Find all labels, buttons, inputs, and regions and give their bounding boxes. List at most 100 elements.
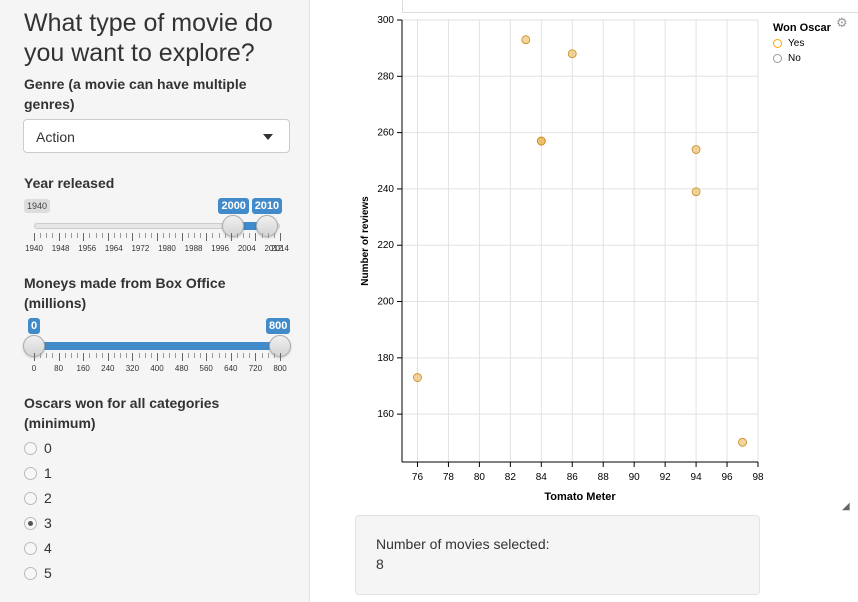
boxoffice-tick xyxy=(206,353,208,361)
year-tick xyxy=(83,233,85,241)
oscars-option-4[interactable]: 4 xyxy=(24,539,52,557)
boxoffice-tick xyxy=(236,353,238,358)
boxoffice-tick xyxy=(95,353,97,358)
summary-well: Number of movies selected: 8 xyxy=(355,515,760,595)
year-tick xyxy=(132,233,134,241)
year-tick xyxy=(280,233,281,241)
y-tick-label: 160 xyxy=(377,409,394,420)
plot-frame-top xyxy=(402,12,858,13)
x-tick-label: 98 xyxy=(752,472,764,483)
boxoffice-tick-label: 720 xyxy=(248,364,263,373)
boxoffice-slider[interactable]: 0 800 0 80 160 240 320 400 480 560 640 720 800 xyxy=(23,316,291,378)
year-to-handle[interactable] xyxy=(255,215,278,237)
oscars-radio-1[interactable] xyxy=(24,466,37,480)
y-tick-label: 220 xyxy=(377,240,394,251)
oscars-option-2[interactable]: 2 xyxy=(24,489,52,507)
boxoffice-tick xyxy=(200,353,202,358)
oscars-radio-4[interactable] xyxy=(24,541,37,555)
year-tick xyxy=(150,233,152,238)
year-slider[interactable]: 1940 2000 2010 1940 1948 1956 1964 1972 1980 1… xyxy=(24,196,290,258)
boxoffice-tick xyxy=(261,353,263,358)
year-tick xyxy=(120,233,122,238)
year-tick xyxy=(40,233,42,238)
year-tick xyxy=(181,233,183,241)
boxoffice-tick xyxy=(70,353,72,358)
year-tick xyxy=(101,233,103,238)
year-range-bar xyxy=(233,222,267,230)
year-to-badge: 2010 xyxy=(251,198,283,214)
boxoffice-tick xyxy=(64,353,66,358)
year-tick xyxy=(267,233,269,238)
y-axis-label: Number of reviews xyxy=(360,196,371,286)
oscars-option-0[interactable]: 0 xyxy=(24,439,52,457)
x-tick-label: 76 xyxy=(412,472,424,483)
boxoffice-from-badge: 0 xyxy=(28,318,41,334)
year-tick xyxy=(224,233,226,238)
year-tick-label: 1988 xyxy=(184,244,203,253)
oscars-option-1[interactable]: 1 xyxy=(24,464,52,482)
year-ticks: 1940 1948 1956 1964 1972 1980 1988 1996 2004 2012… xyxy=(25,233,289,253)
movies-selected-count: 8 xyxy=(376,556,384,572)
oscars-option-5[interactable]: 5 xyxy=(24,564,52,582)
boxoffice-tick xyxy=(113,353,115,358)
oscars-radio-3[interactable] xyxy=(24,516,37,530)
year-tick xyxy=(107,233,109,241)
boxoffice-tick xyxy=(150,353,152,358)
boxoffice-tick xyxy=(89,353,91,358)
boxoffice-ticks: 0 80 160 240 320 400 480 560 640 720 800 xyxy=(32,353,287,373)
year-tick xyxy=(230,233,232,241)
legend-symbol-yes xyxy=(773,39,782,48)
genre-select[interactable]: Action xyxy=(23,119,290,153)
year-from-handle[interactable] xyxy=(222,215,245,237)
resize-handle-icon[interactable]: ◢ xyxy=(842,501,850,512)
year-tick xyxy=(236,233,238,238)
x-tick-label: 96 xyxy=(721,472,733,483)
legend-symbol-no xyxy=(773,54,782,63)
oscars-radio-5[interactable] xyxy=(24,566,37,580)
legend-label-yes: Yes xyxy=(788,38,805,49)
boxoffice-tick xyxy=(218,353,220,358)
year-tick-label: 1980 xyxy=(158,244,176,253)
legend-title: Won Oscar xyxy=(773,22,831,34)
data-point xyxy=(691,145,701,154)
year-tick xyxy=(113,233,115,238)
boxoffice-tick xyxy=(255,353,257,361)
data-point xyxy=(567,49,577,59)
legend-item-yes[interactable]: Yes xyxy=(773,38,804,49)
year-tick xyxy=(95,233,97,238)
boxoffice-tick xyxy=(58,353,60,361)
legend-item-no[interactable]: No xyxy=(773,53,801,64)
year-tick xyxy=(193,233,195,238)
year-track[interactable] xyxy=(34,223,280,229)
year-tick-label: 2014 xyxy=(271,244,289,253)
year-tick-label: 1996 xyxy=(211,244,230,253)
boxoffice-tick xyxy=(52,353,54,358)
year-tick xyxy=(249,233,251,238)
y-tick-label: 300 xyxy=(377,15,394,26)
oscars-label: Oscars won for all categories (minimum) xyxy=(24,395,220,431)
year-tick xyxy=(163,233,165,238)
scatter-chart[interactable]: 76 78 80 82 84 86 88 90 92 94 96 98 160 180 200 220 240 2… xyxy=(330,0,858,520)
boxoffice-tick xyxy=(273,353,275,358)
year-tick xyxy=(126,233,128,238)
boxoffice-tick xyxy=(267,353,269,358)
boxoffice-range-bar xyxy=(34,342,280,350)
movies-selected-label: Number of movies selected: xyxy=(376,536,550,552)
boxoffice-tick xyxy=(77,353,79,358)
boxoffice-tick-label: 240 xyxy=(101,364,115,373)
gear-icon[interactable]: ⚙ xyxy=(836,15,848,30)
oscars-option-label: 4 xyxy=(44,540,52,556)
year-tick-label: 2004 xyxy=(237,244,256,253)
boxoffice-tick xyxy=(224,353,226,358)
oscars-radio-2[interactable] xyxy=(24,491,37,505)
boxoffice-tick xyxy=(243,353,245,358)
year-tick xyxy=(46,233,48,238)
year-tick-label: 1964 xyxy=(104,244,123,253)
boxoffice-tick-label: 560 xyxy=(199,364,213,373)
year-tick xyxy=(34,233,35,241)
year-tick-label: 1948 xyxy=(51,244,70,253)
year-tick xyxy=(243,233,245,238)
oscars-radio-0[interactable] xyxy=(24,441,37,455)
oscars-option-3[interactable]: 3 xyxy=(24,514,52,532)
x-axis-label: Tomato Meter xyxy=(544,491,616,503)
